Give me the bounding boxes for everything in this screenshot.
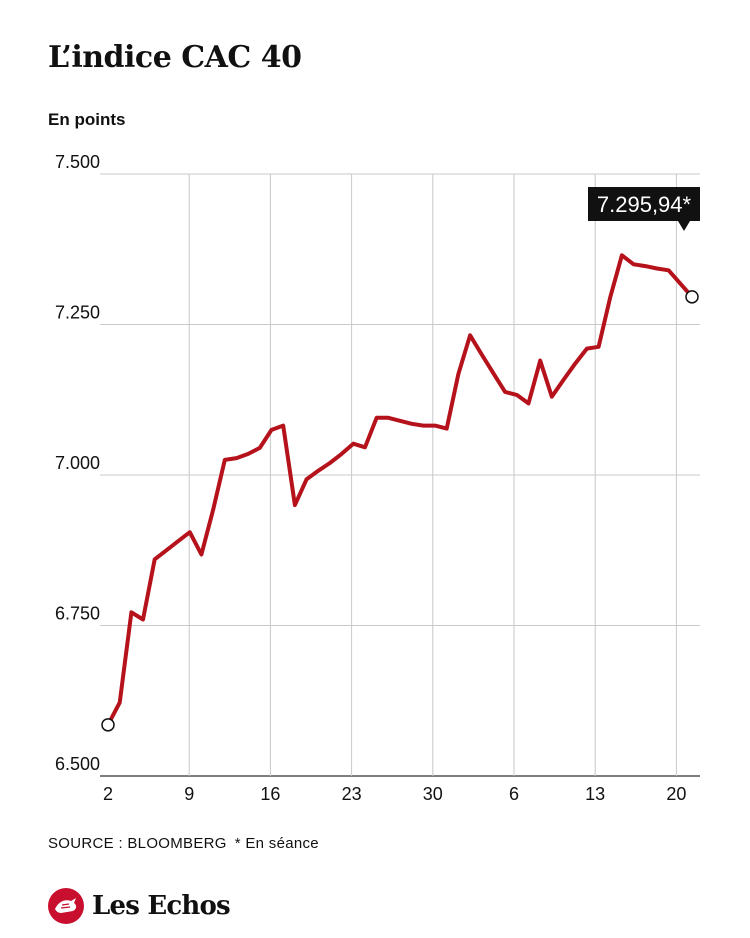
grid-lines bbox=[100, 173, 700, 777]
x-tick-label: 2 bbox=[103, 784, 113, 804]
y-tick-label: 7.500 bbox=[55, 152, 100, 172]
source-line: SOURCE : BLOOMBERG * En séance bbox=[48, 835, 319, 852]
x-tick-label: 9 bbox=[184, 784, 194, 804]
y-axis-ticks: 6.500 6.750 7.000 7.250 7.500 bbox=[55, 152, 100, 774]
x-tick-label: 23 bbox=[342, 784, 362, 804]
chart-title: L’indice CAC 40 bbox=[48, 40, 302, 75]
brand-name: Les Echos bbox=[92, 891, 231, 921]
series-line bbox=[106, 253, 694, 727]
start-point-marker bbox=[101, 718, 115, 732]
brand-logo: Les Echos bbox=[48, 888, 231, 924]
y-tick-label: 6.750 bbox=[55, 604, 100, 624]
callout-label: 7.295,94* bbox=[597, 192, 692, 217]
y-tick-label: 7.250 bbox=[55, 303, 100, 323]
x-tick-label: 16 bbox=[260, 784, 280, 804]
session-note: * En séance bbox=[234, 835, 319, 852]
x-axis-ticks: 2 9 16 23 30 6 13 20 bbox=[103, 784, 686, 804]
y-tick-label: 7.000 bbox=[55, 453, 100, 473]
x-tick-label: 13 bbox=[585, 784, 605, 804]
chart-subtitle: En points bbox=[48, 110, 126, 129]
x-tick-label: 30 bbox=[423, 784, 443, 804]
end-point-marker bbox=[685, 290, 699, 304]
x-tick-label: 20 bbox=[666, 784, 686, 804]
y-tick-label: 6.500 bbox=[55, 754, 100, 774]
source-label: SOURCE : BLOOMBERG bbox=[48, 835, 227, 852]
last-value-callout: 7.295,94* bbox=[588, 187, 700, 231]
rooster-logo-icon bbox=[48, 888, 84, 924]
x-tick-label: 6 bbox=[509, 784, 519, 804]
callout-box bbox=[588, 187, 700, 231]
